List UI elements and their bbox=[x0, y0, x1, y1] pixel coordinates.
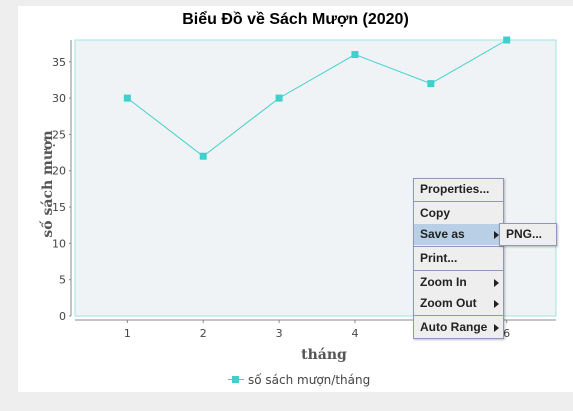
menu-separator bbox=[414, 315, 503, 316]
y-tick-label: 20 bbox=[52, 165, 66, 178]
menu-item-zoom-out[interactable]: Zoom Out bbox=[414, 293, 503, 314]
menu-item-label: Save as bbox=[420, 227, 465, 241]
x-tick-label: 6 bbox=[503, 327, 510, 340]
x-tick-label: 2 bbox=[200, 327, 207, 340]
x-tick-label: 3 bbox=[276, 327, 283, 340]
menu-item-auto-range[interactable]: Auto Range bbox=[414, 317, 503, 338]
submenu-arrow-icon bbox=[494, 279, 499, 287]
series-line bbox=[127, 39, 507, 157]
x-tick-label: 1 bbox=[124, 327, 131, 340]
data-point bbox=[123, 94, 131, 102]
menu-item-label: Auto Range bbox=[420, 320, 488, 334]
x-tick-label: 4 bbox=[351, 327, 358, 340]
menu-item-label: Properties... bbox=[420, 182, 490, 196]
menu-item-label: PNG... bbox=[506, 227, 543, 241]
data-point bbox=[199, 152, 207, 160]
data-point bbox=[351, 51, 359, 59]
menu-item-label: Print... bbox=[420, 251, 458, 265]
legend-swatch bbox=[228, 375, 244, 385]
chart-title: Biểu Đồ về Sách Mượn (2020) bbox=[182, 11, 409, 28]
menu-item-save-as[interactable]: Save as bbox=[414, 224, 503, 245]
y-tick-label: 35 bbox=[52, 56, 66, 69]
menu-item-label: Zoom Out bbox=[420, 296, 477, 310]
submenu-arrow-icon bbox=[494, 324, 499, 332]
menu-item-label: Copy bbox=[420, 206, 450, 220]
y-tick-label: 25 bbox=[52, 128, 66, 141]
data-point bbox=[427, 80, 435, 88]
y-tick-label: 5 bbox=[59, 274, 66, 287]
y-tick-label: 30 bbox=[52, 92, 66, 105]
context-menu: Properties... Copy Save as Print... Zoom… bbox=[413, 178, 504, 339]
menu-item-png[interactable]: PNG... bbox=[500, 224, 556, 245]
save-as-submenu: PNG... bbox=[499, 223, 557, 246]
menu-separator bbox=[414, 201, 503, 202]
menu-item-copy[interactable]: Copy bbox=[414, 203, 503, 224]
y-tick-label: 15 bbox=[52, 201, 66, 214]
legend: số sách mượn/tháng bbox=[228, 373, 370, 387]
x-axis-label: tháng bbox=[301, 347, 347, 363]
menu-separator bbox=[414, 246, 503, 247]
data-point bbox=[503, 36, 511, 44]
menu-item-print[interactable]: Print... bbox=[414, 248, 503, 269]
menu-item-zoom-in[interactable]: Zoom In bbox=[414, 272, 503, 293]
y-tick-label: 0 bbox=[59, 310, 66, 323]
legend-label: số sách mượn/tháng bbox=[248, 373, 371, 387]
data-point bbox=[275, 94, 283, 102]
submenu-arrow-icon bbox=[494, 300, 499, 308]
submenu-arrow-icon bbox=[494, 231, 499, 239]
menu-separator bbox=[414, 270, 503, 271]
menu-item-properties[interactable]: Properties... bbox=[414, 179, 503, 200]
y-tick-label: 10 bbox=[52, 237, 66, 250]
menu-item-label: Zoom In bbox=[420, 275, 467, 289]
